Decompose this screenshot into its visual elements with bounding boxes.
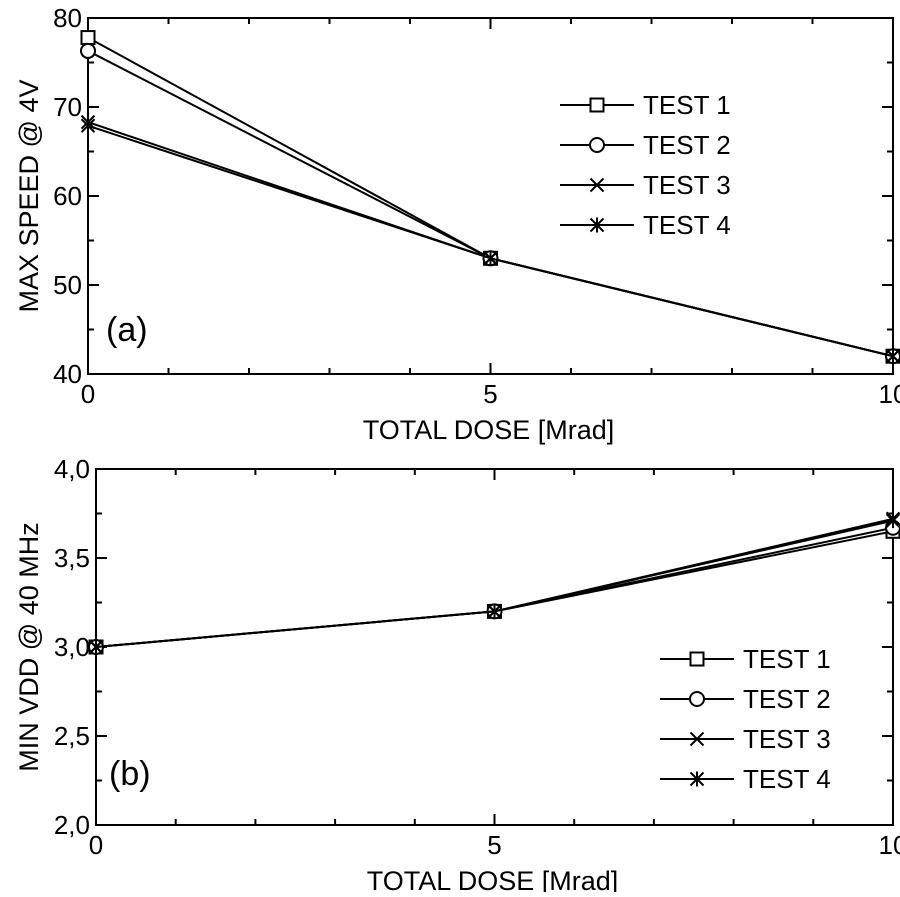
y-axis-title: MIN VDD @ 40 MHz xyxy=(14,522,44,771)
plot-frame xyxy=(87,17,894,375)
legend-label: TEST 1 xyxy=(743,644,831,674)
legend-circle-marker xyxy=(689,691,705,707)
legend-x-marker xyxy=(689,731,705,747)
y-tick-label: 4,0 xyxy=(54,454,90,484)
series-test-1 xyxy=(88,523,900,655)
y-tick-label: 3,5 xyxy=(54,543,90,573)
series-test-4 xyxy=(88,513,900,655)
series-line xyxy=(95,519,894,648)
x-tick-label: 10 xyxy=(879,379,900,409)
y-tick-label: 2,0 xyxy=(54,810,90,840)
series-test-2 xyxy=(88,519,900,655)
series-test-3 xyxy=(88,511,900,655)
panel-a: 0 5 10 40 50 60 70 80 TOTAL DOSE [Mrad] MAX SPEED… xyxy=(14,3,900,445)
panel-label: (a) xyxy=(106,311,148,349)
series-line xyxy=(95,517,894,648)
legend-circle-marker xyxy=(589,137,605,153)
legend-label: TEST 2 xyxy=(643,130,731,160)
legend-square-marker xyxy=(689,651,705,667)
y-tick-label: 2,5 xyxy=(54,721,90,751)
y-tick-label: 50 xyxy=(53,270,82,300)
series-test-3 xyxy=(80,114,900,364)
data-point-asterisk-marker xyxy=(885,513,900,529)
legend-label: TEST 3 xyxy=(643,170,731,200)
y-axis-title: MAX SPEED @ 4V xyxy=(14,80,44,313)
y-tick-label: 3,0 xyxy=(54,632,90,662)
x-tick-label: 5 xyxy=(487,830,501,860)
x-axis-title: TOTAL DOSE [Mrad] xyxy=(363,415,615,445)
data-point-asterisk-marker xyxy=(88,639,104,655)
legend-label: TEST 4 xyxy=(643,210,731,240)
data-point-square-marker xyxy=(80,30,96,46)
series-test-2 xyxy=(80,42,900,365)
legend-label: TEST 3 xyxy=(743,724,831,754)
x-tick-label: 10 xyxy=(879,830,900,860)
series-line xyxy=(87,50,894,358)
legend-label: TEST 1 xyxy=(643,90,731,120)
data-point-asterisk-marker xyxy=(487,603,502,619)
x-axis-title: TOTAL DOSE [Mrad] xyxy=(367,866,619,892)
data-point-asterisk-marker xyxy=(80,118,96,134)
legend: TEST 1 TEST 2 TEST 3 TEST 4 xyxy=(560,90,731,240)
x-tick-label: 0 xyxy=(89,830,103,860)
series-line xyxy=(87,124,894,358)
data-point-asterisk-marker xyxy=(483,250,498,266)
data-point-circle-marker xyxy=(80,42,96,59)
y-tick-label: 70 xyxy=(53,92,82,122)
y-tick-label: 60 xyxy=(53,181,82,211)
panel-label: (b) xyxy=(109,755,151,793)
series-line xyxy=(87,36,894,358)
data-point-asterisk-marker xyxy=(885,348,900,364)
series-test-4 xyxy=(80,118,900,364)
legend-label: TEST 2 xyxy=(743,684,831,714)
legend-x-marker xyxy=(589,177,605,193)
y-tick-label: 40 xyxy=(53,359,82,389)
y-tick-label: 80 xyxy=(53,3,82,33)
panel-b: 0 5 10 2,0 2,5 3,0 3,5 4,0 TOTAL DOSE [Mrad] MIN … xyxy=(14,454,900,896)
legend-label: TEST 4 xyxy=(743,764,831,794)
legend-asterisk-marker xyxy=(689,771,705,787)
legend-square-marker xyxy=(589,97,605,113)
x-tick-label: 5 xyxy=(483,379,497,409)
legend: TEST 1 TEST 2 TEST 3 TEST 4 xyxy=(660,644,831,794)
legend-asterisk-marker xyxy=(589,217,605,233)
series-test-1 xyxy=(80,30,900,364)
x-tick-label: 0 xyxy=(81,379,95,409)
series-line xyxy=(87,121,894,358)
